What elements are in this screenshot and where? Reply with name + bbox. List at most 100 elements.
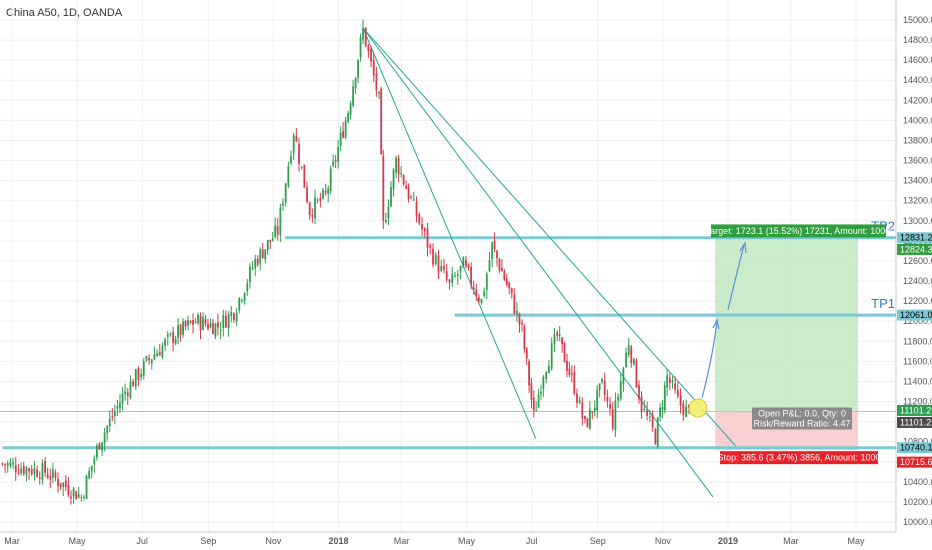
candle[interactable] [367, 43, 370, 59]
candle[interactable] [295, 128, 298, 143]
candle[interactable] [259, 247, 262, 271]
candle[interactable] [568, 361, 571, 378]
candle[interactable] [113, 404, 116, 425]
candle[interactable] [609, 397, 611, 416]
candle[interactable] [329, 165, 332, 195]
candle[interactable] [134, 368, 137, 390]
candle[interactable] [314, 189, 316, 224]
candle[interactable] [440, 259, 443, 273]
candle[interactable] [364, 27, 367, 48]
candle[interactable] [174, 335, 177, 346]
candle[interactable] [241, 298, 243, 304]
candle[interactable] [77, 486, 80, 499]
candle[interactable] [254, 254, 257, 277]
candle[interactable] [41, 459, 44, 485]
candle[interactable] [676, 381, 679, 399]
candle[interactable] [219, 322, 222, 340]
candle[interactable] [352, 80, 354, 108]
candle[interactable] [614, 392, 617, 437]
candle[interactable] [651, 410, 654, 432]
candle[interactable] [182, 318, 184, 338]
candle[interactable] [505, 274, 508, 287]
candle[interactable] [85, 474, 88, 500]
candle[interactable] [402, 174, 405, 187]
candle[interactable] [426, 222, 429, 257]
candle[interactable] [503, 268, 506, 282]
candle[interactable] [556, 330, 559, 341]
candle[interactable] [142, 357, 145, 380]
candle[interactable] [407, 183, 410, 203]
candle[interactable] [370, 45, 372, 68]
candle[interactable] [62, 481, 65, 497]
candle[interactable] [20, 462, 22, 476]
candle[interactable] [359, 33, 362, 62]
candle[interactable] [192, 313, 194, 334]
candle[interactable] [339, 126, 342, 152]
candle[interactable] [90, 465, 93, 479]
candle[interactable] [4, 463, 6, 474]
candle[interactable] [480, 298, 483, 305]
candle[interactable] [668, 373, 671, 390]
highlight-circle[interactable] [688, 398, 708, 418]
candle[interactable] [477, 293, 480, 304]
candle[interactable] [179, 323, 182, 342]
candle[interactable] [51, 462, 54, 484]
candle[interactable] [207, 318, 209, 331]
candle[interactable] [485, 271, 488, 300]
candle[interactable] [611, 402, 614, 431]
candle[interactable] [124, 383, 127, 401]
candle[interactable] [284, 182, 287, 207]
candle[interactable] [1, 462, 4, 467]
candle[interactable] [316, 198, 319, 204]
candle[interactable] [418, 212, 421, 226]
candle[interactable] [98, 442, 101, 450]
candle[interactable] [470, 262, 473, 290]
candle[interactable] [619, 373, 622, 401]
candle[interactable] [59, 483, 62, 491]
candle[interactable] [164, 337, 167, 352]
candle[interactable] [269, 239, 272, 250]
candle[interactable] [332, 154, 335, 168]
candle[interactable] [488, 251, 491, 273]
candle[interactable] [462, 256, 465, 268]
candle[interactable] [249, 263, 251, 289]
candle[interactable] [243, 292, 246, 305]
candle[interactable] [311, 208, 314, 224]
candle[interactable] [674, 376, 677, 394]
trendline[interactable] [362, 27, 537, 439]
candle[interactable] [161, 342, 164, 359]
candle[interactable] [537, 388, 540, 409]
candle[interactable] [322, 187, 324, 200]
candle[interactable] [137, 366, 140, 387]
candle[interactable] [282, 198, 284, 212]
candle[interactable] [292, 132, 295, 160]
candle[interactable] [209, 318, 212, 329]
candle[interactable] [437, 249, 440, 279]
candle[interactable] [516, 302, 518, 322]
candle[interactable] [9, 457, 12, 468]
candle[interactable] [654, 427, 657, 445]
candle[interactable] [663, 381, 666, 414]
candle[interactable] [525, 347, 528, 366]
candle[interactable] [648, 410, 651, 422]
candle[interactable] [111, 407, 114, 422]
candle[interactable] [287, 161, 290, 189]
candle[interactable] [679, 388, 682, 414]
candle[interactable] [606, 389, 609, 408]
candle[interactable] [432, 243, 434, 268]
candle[interactable] [451, 266, 454, 287]
candle[interactable] [187, 315, 189, 331]
candle[interactable] [261, 242, 264, 259]
candle[interactable] [400, 166, 403, 178]
candle[interactable] [349, 100, 352, 120]
candle[interactable] [475, 283, 478, 301]
candle[interactable] [573, 365, 576, 396]
candle[interactable] [119, 393, 121, 414]
candle[interactable] [83, 494, 85, 501]
candle[interactable] [627, 337, 630, 358]
candle[interactable] [189, 320, 192, 324]
candle[interactable] [518, 312, 521, 333]
candle[interactable] [121, 386, 124, 411]
candle[interactable] [429, 243, 432, 255]
candle[interactable] [666, 368, 669, 396]
